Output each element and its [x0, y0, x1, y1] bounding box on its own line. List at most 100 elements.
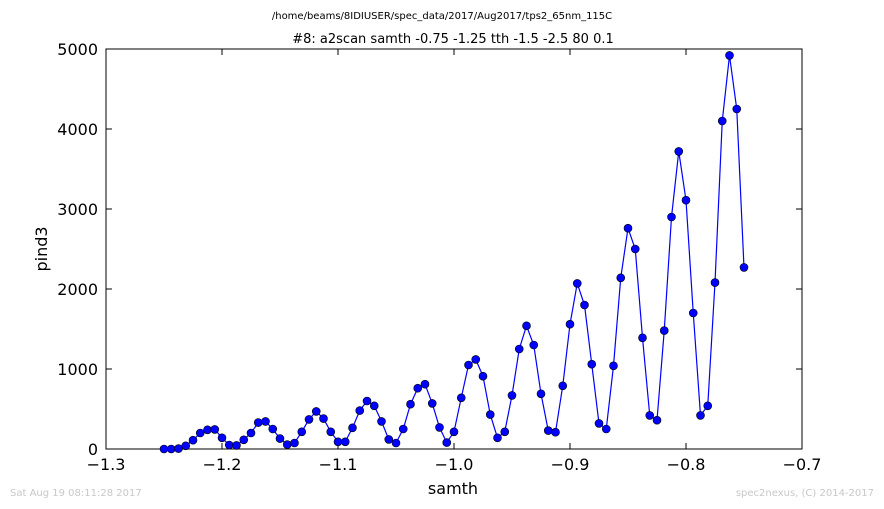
chart-title: #8: a2scan samth -0.75 -1.25 tth -1.5 -2… [292, 32, 614, 47]
y-tick-label: 4000 [57, 120, 98, 139]
data-point [674, 147, 684, 156]
data-point [594, 419, 604, 428]
data-point [688, 308, 698, 318]
data-point [659, 326, 669, 335]
data-point [398, 424, 408, 434]
y-tick-label: 3000 [57, 200, 98, 219]
data-point [159, 444, 169, 454]
data-point [369, 401, 379, 411]
data-point [377, 417, 386, 426]
data-point [667, 212, 676, 222]
data-point [290, 438, 299, 448]
data-point [239, 435, 249, 445]
data-point [224, 440, 234, 450]
y-axis-label: pind3 [32, 226, 51, 271]
data-point [558, 381, 568, 391]
data-point [623, 223, 633, 233]
footer-credit: spec2nexus, (C) 2014-2017 [735, 488, 874, 499]
data-point [166, 444, 176, 454]
chart-suptitle: /home/beams/8IDIUSER/spec_data/2017/Aug2… [272, 11, 612, 22]
data-point [282, 440, 292, 449]
x-tick-label: −0.9 [551, 455, 590, 474]
data-point [420, 379, 430, 389]
data-point [580, 300, 589, 310]
data-point [391, 438, 401, 448]
data-point [275, 434, 285, 443]
data-point [362, 396, 372, 406]
data-point [413, 383, 423, 393]
data-point [297, 427, 307, 437]
data-point [710, 278, 720, 287]
data-point [565, 319, 575, 329]
data-point [696, 411, 705, 420]
y-tick-label: 2000 [57, 280, 98, 299]
data-point [217, 433, 227, 443]
x-tick-label: −0.7 [783, 455, 822, 474]
data-point [449, 427, 459, 437]
x-tick-label: −1.3 [87, 455, 126, 474]
data-point [203, 425, 212, 435]
data-point [188, 435, 198, 445]
data-point [638, 333, 647, 343]
data-point [681, 195, 691, 205]
data-point [609, 361, 618, 371]
data-point [522, 321, 531, 331]
data-point [246, 428, 256, 438]
data-point [232, 441, 241, 450]
data-point [507, 391, 517, 400]
data-point [601, 424, 611, 434]
data-point [268, 424, 278, 434]
plot-area: −1.3 −1.2 −1.1 −1.0 −0.9 −0.8 −0.7 0 1000 2000 300… [57, 40, 821, 474]
data-point [442, 438, 452, 447]
x-tick-label: −1.2 [203, 455, 242, 474]
data-point [384, 435, 394, 444]
data-point [630, 244, 640, 254]
data-point [253, 418, 263, 427]
data-point [333, 437, 343, 447]
data-point [435, 423, 444, 432]
data-point [717, 116, 727, 126]
plot-frame [105, 48, 803, 450]
data-point [478, 371, 488, 381]
data-point [485, 410, 495, 419]
data-point [427, 399, 437, 408]
data-point [645, 411, 655, 420]
data-point [732, 104, 742, 114]
data-point [319, 414, 328, 423]
data-point [181, 441, 191, 451]
data-point [456, 393, 466, 403]
y-tick-label: 0 [88, 440, 98, 459]
data-point [261, 417, 270, 426]
data-point [587, 359, 597, 369]
data-point [326, 427, 336, 437]
data-point [340, 437, 350, 447]
data-point [703, 401, 713, 411]
data-point [529, 340, 539, 350]
data-point [551, 427, 560, 437]
data-point [572, 279, 582, 288]
data-point [174, 444, 183, 453]
data-point [471, 355, 481, 364]
data-point [739, 263, 749, 272]
data-point [536, 389, 546, 399]
data-point [464, 360, 473, 370]
data-point [195, 428, 205, 438]
x-tick-label: −1.0 [435, 455, 474, 474]
data-point [311, 407, 321, 416]
y-tick-label: 5000 [57, 40, 98, 59]
series-line [164, 55, 745, 450]
footer-timestamp: Sat Aug 19 08:11:28 2017 [10, 488, 142, 499]
data-point [493, 433, 502, 443]
data-point [652, 415, 662, 425]
data-point [725, 51, 734, 60]
data-point [210, 425, 220, 434]
data-point [406, 399, 415, 409]
data-point [304, 415, 314, 424]
data-point [500, 427, 510, 437]
data-point [616, 273, 626, 283]
data-point [543, 426, 553, 435]
data-point [514, 344, 524, 354]
x-axis-label: samth [428, 479, 478, 498]
data-point [355, 406, 365, 415]
